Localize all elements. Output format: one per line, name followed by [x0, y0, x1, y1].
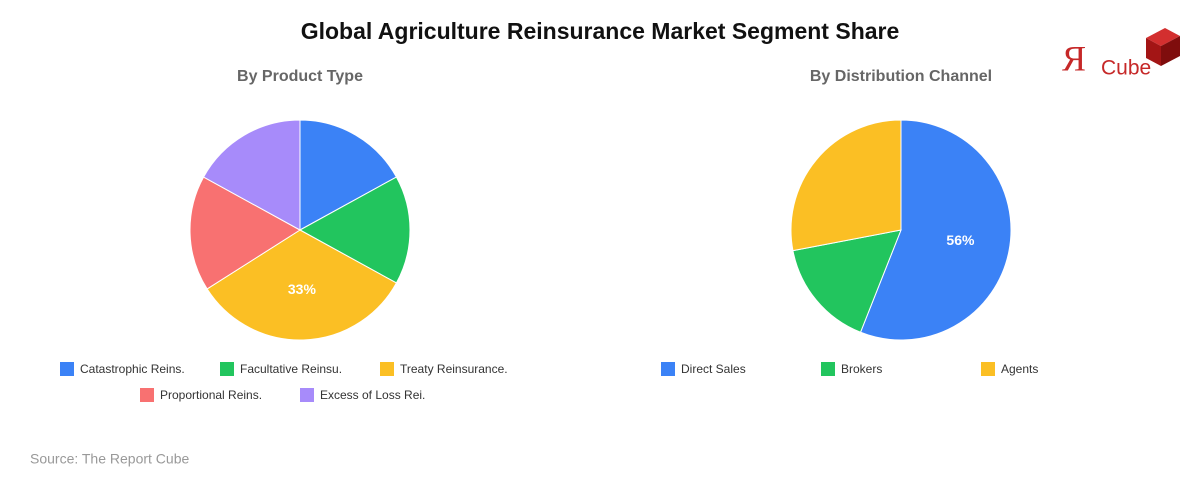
legend-swatch	[140, 388, 154, 402]
logo-mark: Я	[1062, 38, 1086, 78]
pie-slice	[189, 176, 301, 290]
cube-right	[1161, 36, 1180, 66]
pie-slice	[790, 119, 902, 252]
cube-top	[1146, 28, 1180, 46]
legend-swatch	[300, 388, 314, 402]
legend-label: Agents	[1001, 362, 1038, 376]
legend-swatch	[821, 362, 835, 376]
legend-swatch	[380, 362, 394, 376]
source: Source: The Report Cube	[30, 451, 189, 467]
legend-swatch	[220, 362, 234, 376]
legend-label: Catastrophic Reins.	[80, 362, 185, 376]
pie-slice	[299, 119, 398, 231]
legend-swatch	[661, 362, 675, 376]
pie-slice	[298, 176, 411, 284]
pie-slice	[206, 229, 398, 341]
legend-swatch	[60, 362, 74, 376]
data-label: 56%	[946, 232, 975, 248]
pie-slice	[792, 229, 902, 333]
logo: Я Cube	[1062, 28, 1180, 80]
page-title: Global Agriculture Reinsurance Market Se…	[301, 18, 900, 44]
legend-label: Excess of Loss Rei.	[320, 388, 425, 402]
pie-slice	[859, 119, 1012, 341]
legend-label: Proportional Reins.	[160, 388, 262, 402]
legend-label: Direct Sales	[681, 362, 746, 376]
legend-label: Brokers	[841, 362, 882, 376]
legend-label: Facultative Reinsu.	[240, 362, 342, 376]
cube-left	[1146, 38, 1161, 66]
data-label: 33%	[288, 281, 317, 297]
legend-label: Treaty Reinsurance.	[400, 362, 508, 376]
logo-text: Cube	[1101, 57, 1151, 80]
chart-title: By Product Type	[237, 68, 363, 85]
chart-title: By Distribution Channel	[810, 68, 992, 85]
legend-swatch	[981, 362, 995, 376]
pie-slice	[202, 119, 301, 231]
